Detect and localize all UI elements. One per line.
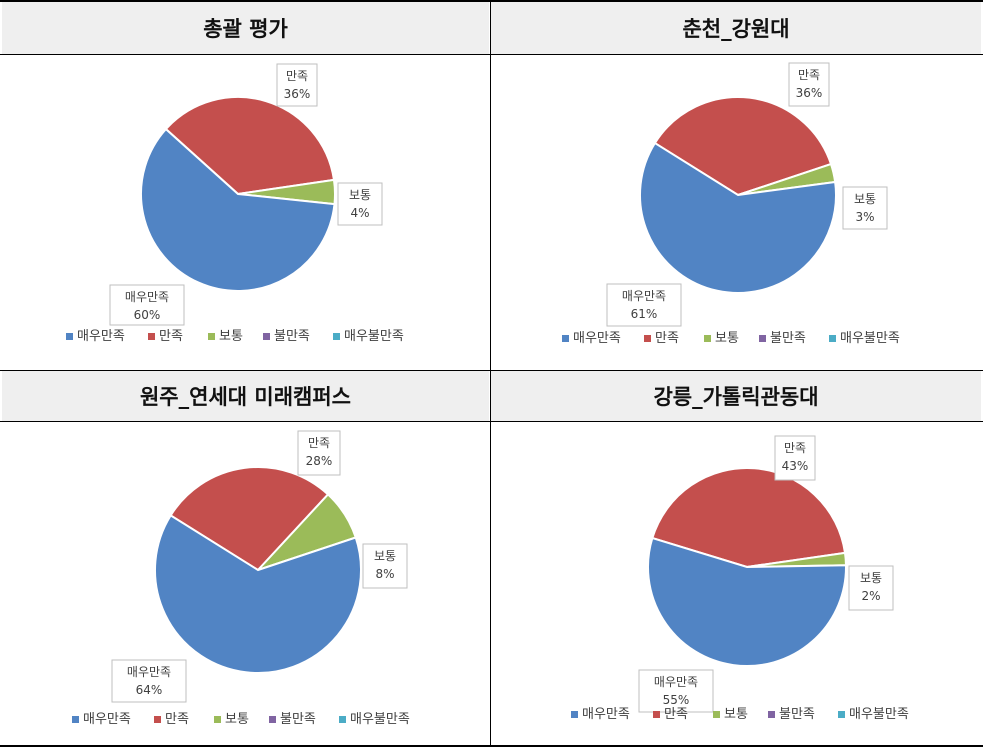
legend-swatch-3-0: [72, 716, 79, 723]
data-label-box-2-2: [842, 186, 888, 230]
grid-line: [0, 745, 983, 747]
pie-slice-3-만족: [169, 466, 330, 572]
legend-swatch-3-3: [269, 716, 276, 723]
grid-line: [0, 0, 983, 2]
data-label-box-1-0: [109, 284, 185, 326]
data-label-value-3-2: 8%: [375, 567, 394, 581]
legend-label-2-3: 불만족: [770, 331, 806, 346]
legend-label-3-2: 보통: [225, 712, 249, 727]
data-label-value-2-1: 36%: [796, 86, 823, 100]
legend-swatch-4-3: [768, 711, 775, 718]
data-label-box-3-1: [297, 430, 341, 476]
chart-title-4: 강릉_가톨릭관동대: [491, 371, 981, 421]
legend-swatch-1-1: [148, 333, 155, 340]
legend-swatch-3-4: [339, 716, 346, 723]
data-label-category-2-1: 만족: [798, 68, 820, 82]
legend-label-4-4: 매우불만족: [849, 707, 909, 722]
grid-line: [490, 0, 491, 747]
data-label-category-1-0: 매우만족: [125, 290, 169, 304]
legend-swatch-4-4: [838, 711, 845, 718]
data-label-value-4-2: 2%: [861, 589, 880, 603]
data-label-value-1-1: 36%: [284, 87, 311, 101]
legend-swatch-2-2: [704, 335, 711, 342]
legend-label-3-3: 불만족: [280, 712, 316, 727]
legend-label-1-1: 만족: [159, 329, 183, 344]
legend-label-4-3: 불만족: [779, 707, 815, 722]
data-label-category-3-0: 매우만족: [127, 665, 171, 679]
pie-slice-2-매우만족: [639, 141, 837, 294]
data-label-value-4-1: 43%: [782, 459, 809, 473]
data-label-category-1-2: 보통: [349, 188, 371, 202]
pie-slice-4-만족: [651, 467, 847, 569]
legend-swatch-2-3: [759, 335, 766, 342]
data-label-value-2-2: 3%: [855, 210, 874, 224]
legend-swatch-1-0: [66, 333, 73, 340]
legend-label-2-0: 매우만족: [573, 331, 621, 346]
pie-slice-3-매우만족: [154, 514, 362, 675]
data-label-category-3-1: 만족: [308, 436, 330, 450]
legend-label-2-4: 매우불만족: [840, 331, 900, 346]
legend-label-4-0: 매우만족: [582, 707, 630, 722]
legend-swatch-1-3: [263, 333, 270, 340]
grid-line: [0, 421, 983, 422]
data-label-box-4-1: [774, 435, 816, 481]
data-label-category-4-1: 만족: [784, 441, 806, 455]
data-label-box-3-0: [111, 659, 187, 703]
legend-swatch-1-4: [333, 333, 340, 340]
data-label-value-3-1: 28%: [306, 454, 333, 468]
legend-swatch-1-2: [208, 333, 215, 340]
data-label-box-1-2: [337, 182, 383, 226]
chart-title-3: 원주_연세대 미래캠퍼스: [2, 371, 489, 421]
legend-label-3-4: 매우불만족: [350, 712, 410, 727]
legend-label-1-0: 매우만족: [77, 329, 125, 344]
legend-swatch-2-1: [644, 335, 651, 342]
pie-slice-1-매우만족: [140, 127, 336, 292]
legend-label-3-1: 만족: [165, 712, 189, 727]
legend-swatch-2-0: [562, 335, 569, 342]
data-label-value-1-0: 60%: [134, 308, 161, 322]
data-label-box-1-1: [276, 63, 318, 107]
data-label-value-3-0: 64%: [136, 683, 163, 697]
legend-label-4-1: 만족: [664, 707, 688, 722]
legend-swatch-3-1: [154, 716, 161, 723]
data-label-value-2-0: 61%: [631, 307, 658, 321]
legend-label-1-4: 매우불만족: [344, 329, 404, 344]
data-label-category-4-2: 보통: [860, 571, 882, 585]
legend-label-1-2: 보통: [219, 329, 243, 344]
legend-swatch-4-0: [571, 711, 578, 718]
data-label-value-1-2: 4%: [350, 206, 369, 220]
data-label-category-4-0: 매우만족: [654, 675, 698, 689]
pie-slice-4-매우만족: [647, 536, 847, 668]
legend-swatch-4-2: [713, 711, 720, 718]
data-label-category-1-1: 만족: [286, 69, 308, 83]
data-label-category-2-2: 보통: [854, 192, 876, 206]
legend-label-1-3: 불만족: [274, 329, 310, 344]
grid-line: [0, 54, 983, 55]
legend-swatch-2-4: [829, 335, 836, 342]
chart-title-1: 총괄 평가: [2, 2, 489, 54]
chart-title-2: 춘천_강원대: [491, 2, 981, 54]
data-label-category-2-0: 매우만족: [622, 289, 666, 303]
legend-swatch-4-1: [653, 711, 660, 718]
legend-label-4-2: 보통: [724, 707, 748, 722]
legend-label-2-2: 보통: [715, 331, 739, 346]
legend-label-3-0: 매우만족: [83, 712, 131, 727]
grid-line: [0, 370, 983, 371]
legend-label-2-1: 만족: [655, 331, 679, 346]
data-label-box-4-2: [848, 565, 894, 611]
pie-slice-1-만족: [164, 95, 336, 196]
data-label-category-3-2: 보통: [374, 549, 396, 563]
legend-swatch-3-2: [214, 716, 221, 723]
data-label-box-3-2: [362, 543, 408, 589]
data-label-box-4-0: [638, 669, 714, 713]
data-label-value-4-0: 55%: [663, 693, 690, 707]
data-label-box-2-1: [788, 62, 830, 107]
data-label-box-2-0: [606, 283, 682, 327]
